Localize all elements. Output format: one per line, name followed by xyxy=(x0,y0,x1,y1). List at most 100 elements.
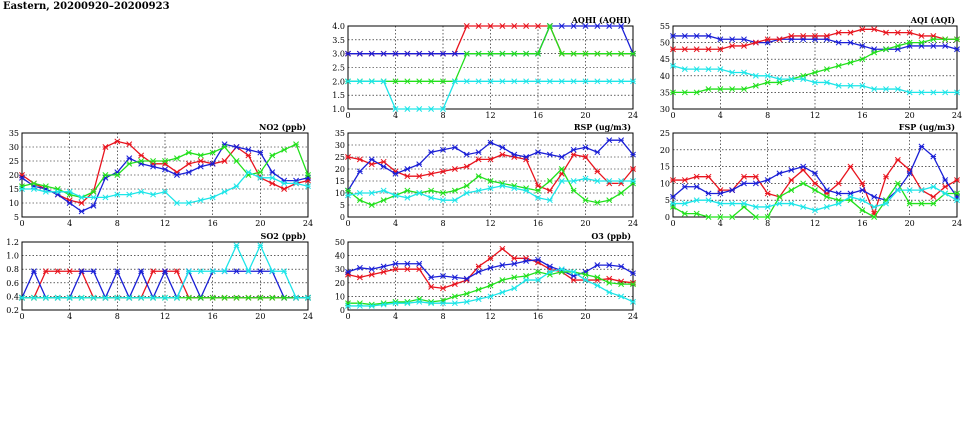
fsp-xtick-label: 8 xyxy=(765,219,770,228)
fsp-xtick-label: 0 xyxy=(670,219,675,228)
rsp-series-blue-point xyxy=(558,154,565,160)
aqi-series-blue-point xyxy=(942,42,949,49)
no2-series-green-point xyxy=(305,172,311,178)
rsp-series-blue-point xyxy=(368,156,375,163)
no2-series-red-point xyxy=(114,138,121,145)
no2-series-blue-point xyxy=(197,163,204,170)
o3-xtick-label: 20 xyxy=(580,312,590,321)
no2-series-blue-point xyxy=(173,172,180,178)
o3-xtick-label: 12 xyxy=(485,312,495,321)
o3-ytick-label: 50 xyxy=(335,238,345,247)
aqi-series-green-point xyxy=(930,36,937,43)
rsp-series-blue-point xyxy=(392,170,399,177)
no2-series-green-point xyxy=(269,152,276,159)
rsp-series-cyan-point xyxy=(487,185,494,192)
rsp-series-cyan-point xyxy=(594,178,601,184)
aqhi-series-cyan-point xyxy=(380,78,387,85)
o3-series-blue-point xyxy=(594,262,601,269)
rsp-series-green-point xyxy=(475,173,482,180)
aqhi-series-cyan-point xyxy=(440,106,446,112)
no2-ytick-label: 35 xyxy=(9,129,19,138)
o3-series-blue-point xyxy=(345,268,351,275)
fsp-series-red-point xyxy=(883,173,889,180)
aqi-series-blue-point xyxy=(717,36,724,43)
rsp-ytick-label: 10 xyxy=(335,189,345,198)
aqhi-series-red-point xyxy=(463,23,470,29)
aqhi-series-green-point xyxy=(428,78,435,85)
rsp-series-green-point xyxy=(594,199,601,206)
no2-series-green-point xyxy=(185,149,192,156)
aqi-series-cyan-point xyxy=(788,76,795,83)
rsp-series-red-point xyxy=(475,156,482,163)
o3-series-green-point xyxy=(535,268,541,275)
o3-series-blue-point xyxy=(499,262,506,269)
fsp-series-cyan-point xyxy=(717,200,724,207)
rsp-series-cyan-point xyxy=(368,190,375,196)
aqhi-series-cyan-point xyxy=(582,78,589,85)
fsp-series-blue-point xyxy=(812,170,818,177)
aqi-series-green-point xyxy=(729,86,736,93)
aqi-series-cyan-point xyxy=(776,76,783,83)
so2-series-cyan-point xyxy=(78,294,85,301)
aqi-series-red-point xyxy=(859,26,866,33)
so2-series-green-point xyxy=(233,294,240,301)
o3-series-red-point xyxy=(475,263,482,270)
no2-series-blue-point xyxy=(126,155,133,162)
so2-series-red-point xyxy=(42,268,49,275)
aqi-series-green-point xyxy=(670,89,676,96)
no2-series-cyan-point xyxy=(233,183,240,190)
aqi-ytick-label: 55 xyxy=(660,22,670,31)
no2-series-cyan-point xyxy=(30,186,37,192)
aqhi-ytick-label: 3.5 xyxy=(332,36,345,45)
aqhi-series-cyan-point xyxy=(606,78,613,85)
o3-series-cyan-point xyxy=(546,268,553,275)
so2-series-green-point xyxy=(269,294,276,301)
rsp-series-red-point xyxy=(535,182,541,189)
so2-series-blue-point xyxy=(90,268,97,275)
rsp-series-blue-point xyxy=(499,144,506,151)
aqi-series-cyan-point xyxy=(859,82,866,89)
aqhi-xtick-label: 20 xyxy=(580,111,590,120)
aqi-series-green-point xyxy=(954,36,960,43)
aqhi-series-green-point xyxy=(570,50,577,57)
fsp-series-cyan-point xyxy=(835,200,842,207)
o3-series-green-point xyxy=(463,290,470,297)
fsp-series-cyan-point xyxy=(930,183,937,190)
fsp-ytick-label: 0 xyxy=(665,213,670,222)
rsp-series-green-point xyxy=(380,197,387,204)
so2-series-green-point xyxy=(281,294,288,301)
o3-series-green-point xyxy=(345,300,351,307)
aqi-series-blue-point xyxy=(670,33,676,39)
o3-series-red-point xyxy=(523,255,530,262)
aqhi-series-cyan-point xyxy=(368,78,375,85)
so2-series-green-point xyxy=(245,294,252,301)
aqhi-series-blue-point xyxy=(594,23,601,29)
rsp-xtick-label: 8 xyxy=(440,219,445,228)
rsp-series-blue-point xyxy=(404,166,411,172)
fsp-xtick-label: 16 xyxy=(857,219,867,228)
fsp-series-cyan-point xyxy=(752,203,759,210)
aqi-series-red-point xyxy=(681,46,688,53)
fsp-series-red-point xyxy=(681,177,688,183)
fsp-ytick-label: 10 xyxy=(660,179,670,188)
so2-series-cyan-point xyxy=(185,268,192,275)
so2-series-cyan-point xyxy=(197,268,204,275)
aqhi-series-green-point xyxy=(523,50,530,57)
rsp-title: RSP (ug/m3) xyxy=(574,122,631,132)
fsp-series-blue-point xyxy=(670,193,676,200)
aqi-series-red-point xyxy=(800,33,807,39)
rsp-series-blue-point xyxy=(606,137,613,144)
o3-series-cyan-point xyxy=(416,298,423,305)
aqhi-series-cyan-point xyxy=(487,78,494,85)
aqi-series-green-point xyxy=(859,56,866,63)
aqhi-series-blue-point xyxy=(428,50,435,57)
rsp-series-cyan-point xyxy=(523,187,530,194)
rsp-series-cyan-point xyxy=(380,187,387,194)
rsp-series-red-point xyxy=(428,170,435,177)
no2-series-red-point xyxy=(185,160,192,167)
aqi-series-blue-point xyxy=(741,36,747,43)
no2-series-red-point xyxy=(138,152,145,159)
fsp-series-blue-point xyxy=(764,177,771,183)
rsp-xtick-label: 20 xyxy=(580,219,590,228)
